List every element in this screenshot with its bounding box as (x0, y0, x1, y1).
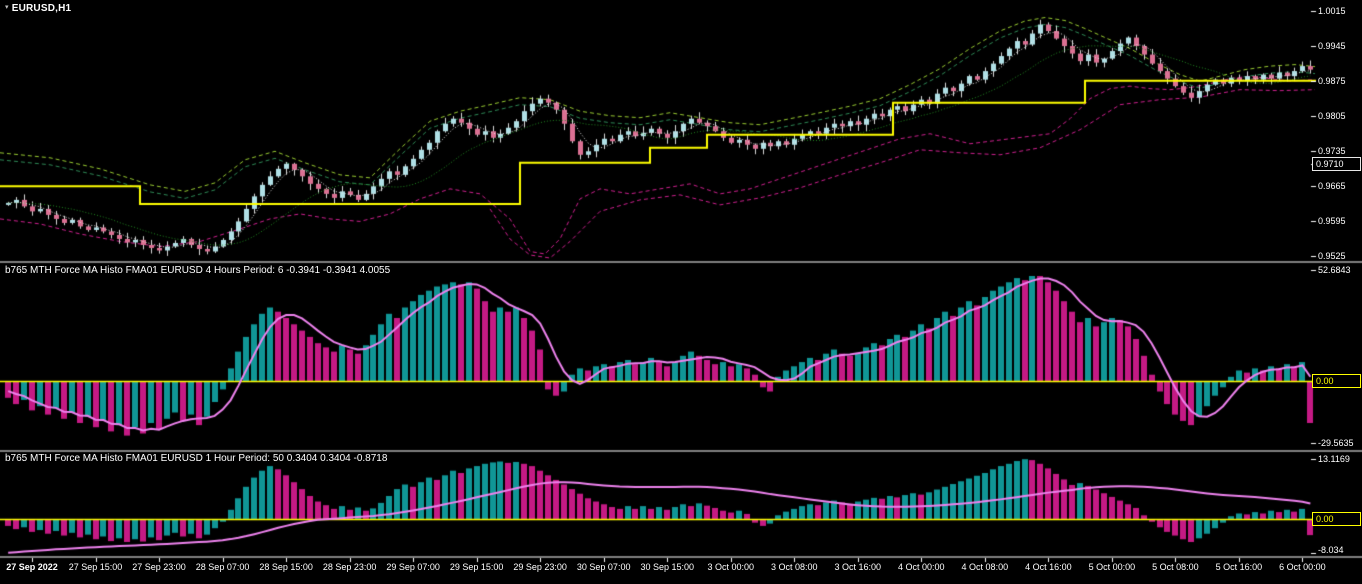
chart-marker-icon: ▾ (5, 4, 9, 11)
time-axis-label: 28 Sep 15:00 (259, 562, 313, 572)
price-axis-label: 0.9805 (1318, 111, 1346, 122)
time-axis-label: 3 Oct 08:00 (770, 562, 818, 572)
price-axis-label: 0.9525 (1318, 251, 1346, 262)
time-axis-label: 30 Sep 07:00 (576, 562, 631, 572)
time-axis-label: 29 Sep 23:00 (513, 562, 567, 572)
price-axis-label: 0.9735 (1318, 146, 1346, 157)
zero-value-box-4h: 0.00 (1312, 374, 1361, 388)
time-axis-label: 5 Oct 08:00 (1152, 562, 1199, 572)
time-axis-label: 28 Sep 07:00 (195, 562, 250, 572)
symbol-text: EURUSD,H1 (11, 3, 72, 14)
price-axis-label: 0.9875 (1318, 76, 1346, 87)
symbol-period-label: ▾ EURUSD,H1 (5, 3, 71, 14)
indicator-header-1h: b765 MTH Force MA Histo FMA01 EURUSD 1 H… (5, 453, 388, 464)
time-axis-label: 27 Sep 2022 (6, 562, 58, 572)
time-axis-label: 30 Sep 15:00 (640, 562, 694, 572)
zero-value-box-1h: 0.00 (1312, 512, 1361, 526)
time-axis-label: 5 Oct 16:00 (1215, 562, 1263, 572)
indicator-axis-label: -8.034 (1318, 545, 1344, 555)
indicator-axis-label: 13.1169 (1318, 453, 1350, 464)
time-axis-label: 3 Oct 00:00 (707, 562, 754, 572)
time-axis-label: 4 Oct 16:00 (1025, 562, 1072, 572)
price-axis-label: 0.9595 (1318, 216, 1346, 227)
price-axis-label: 0.9665 (1318, 181, 1346, 192)
indicator-axis-label: 52.6843 (1318, 265, 1351, 276)
time-axis-label: 4 Oct 00:00 (898, 562, 945, 572)
time-axis-label: 4 Oct 08:00 (961, 562, 1009, 572)
time-axis-label: 29 Sep 07:00 (386, 562, 440, 572)
time-axis-label: 6 Oct 00:00 (1279, 562, 1326, 572)
time-axis-label: 27 Sep 15:00 (68, 562, 123, 572)
time-axis-label: 27 Sep 23:00 (132, 562, 186, 572)
indicator-header-4h: b765 MTH Force MA Histo FMA01 EURUSD 4 H… (5, 265, 391, 276)
time-axis-label: 29 Sep 15:00 (449, 562, 504, 572)
current-price-box: 0.9710 (1312, 157, 1361, 171)
price-axis-label: 1.0015 (1318, 6, 1346, 16)
price-axis-label: 0.9945 (1318, 41, 1346, 52)
indicator-axis-label: -29.5635 (1318, 438, 1354, 448)
time-axis-label: 5 Oct 00:00 (1088, 562, 1136, 572)
time-axis-label: 3 Oct 16:00 (834, 562, 882, 572)
time-axis-label: 28 Sep 23:00 (322, 562, 377, 572)
